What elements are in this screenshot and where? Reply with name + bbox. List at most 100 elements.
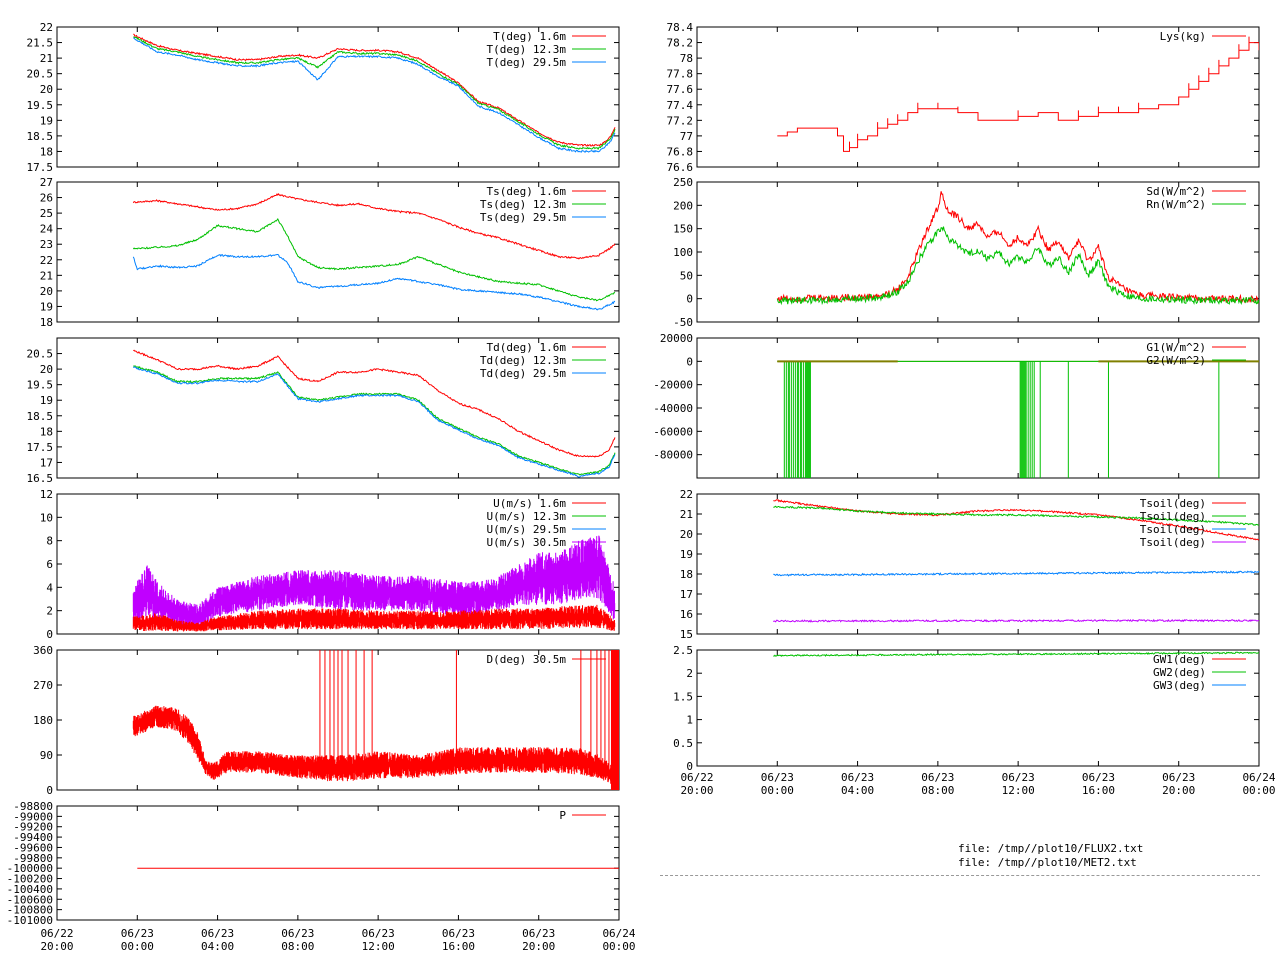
y-tick-label: 19 <box>40 114 53 127</box>
legend-label: Rn(W/m^2) <box>1146 198 1206 211</box>
x-tick-label: 00:00 <box>602 940 635 953</box>
y-tick-label: 20 <box>40 363 53 376</box>
y-tick-label: 15 <box>680 628 693 641</box>
y-tick-label: -100200 <box>7 873 53 886</box>
y-tick-label: 0 <box>46 784 53 797</box>
y-tick-label: 19 <box>40 300 53 313</box>
x-tick-label: 06/23 <box>1082 771 1115 784</box>
y-tick-label: 250 <box>673 176 693 189</box>
y-tick-label: 27 <box>40 176 53 189</box>
y-tick-label: -50 <box>673 316 693 329</box>
x-tick-label: 08:00 <box>281 940 314 953</box>
y-tick-label: 19.5 <box>27 99 54 112</box>
x-tick-label: 04:00 <box>201 940 234 953</box>
series-line <box>133 349 616 458</box>
plot-area <box>777 360 1259 478</box>
y-tick-label: -99400 <box>13 831 53 844</box>
y-tick-label: 1 <box>686 714 693 727</box>
x-tick-label: 00:00 <box>1242 784 1275 797</box>
y-tick-label: -99200 <box>13 821 53 834</box>
y-tick-label: 17.5 <box>27 441 54 454</box>
y-tick-label: 12 <box>40 488 53 501</box>
x-tick-label: 06/23 <box>921 771 954 784</box>
legend-label: D(deg) 30.5m <box>487 653 567 666</box>
y-tick-label: 18 <box>40 425 53 438</box>
y-tick-label: 23 <box>40 238 53 251</box>
series-line <box>133 33 616 147</box>
y-tick-label: 77 <box>680 130 693 143</box>
y-tick-label: 77.2 <box>667 114 694 127</box>
x-tick-label: 20:00 <box>1162 784 1195 797</box>
series-band <box>132 535 616 628</box>
y-tick-label: 76.8 <box>667 145 694 158</box>
y-tick-label: 180 <box>33 714 53 727</box>
y-tick-label: 19 <box>680 548 693 561</box>
y-tick-label: 100 <box>673 246 693 259</box>
y-tick-label: 4 <box>46 581 53 594</box>
plot-frame <box>56 26 620 168</box>
x-tick-label: 06/23 <box>442 927 475 940</box>
legend-label: U(m/s) 30.5m <box>487 536 567 549</box>
y-tick-label: 76.6 <box>667 161 694 174</box>
series-line <box>777 36 1259 152</box>
y-tick-label: 26 <box>40 192 53 205</box>
file-list: file: /tmp//plot10/FLUX2.txt file: /tmp/… <box>958 842 1143 870</box>
y-tick-label: 150 <box>673 223 693 236</box>
y-tick-label: 0 <box>686 293 693 306</box>
y-tick-label: -100800 <box>7 904 53 917</box>
y-tick-label: 8 <box>46 535 53 548</box>
series-line <box>133 366 616 478</box>
legend-label: Tsoil(deg) <box>1140 497 1206 510</box>
series-line <box>132 253 616 311</box>
series-line <box>132 218 616 302</box>
y-tick-label: -100400 <box>7 883 53 896</box>
x-tick-label: 16:00 <box>1082 784 1115 797</box>
footer-divider <box>660 875 1260 876</box>
panel-u: 0 2 4 6 8 10 12 U(m/s) 1.6mU(m/s) 12.3mU(m/s) 2… <box>40 488 620 641</box>
x-tick-label: 06/23 <box>201 927 234 940</box>
legend-label: Td(deg) 1.6m <box>487 341 567 354</box>
y-tick-label: 18.5 <box>27 410 54 423</box>
y-tick-label: 16 <box>680 608 693 621</box>
legend-label: Td(deg) 12.3m <box>480 354 566 367</box>
panel-t: 17.5 18 18.5 19 19.5 20 20.5 21 21.5 22 T(deg) 1.6… <box>27 21 620 174</box>
y-tick-label: 20000 <box>660 332 693 345</box>
x-tick-label: 04:00 <box>841 784 874 797</box>
y-tick-label: 22 <box>680 488 693 501</box>
plot-area <box>132 650 619 790</box>
panel-lys: 76.6 76.8 77 77.2 77.4 77.6 77.8 78 78.2 78.4 Lys(… <box>667 21 1260 174</box>
plot-area <box>773 651 1259 657</box>
x-tick-label: 06/23 <box>761 771 794 784</box>
y-tick-label: 18.5 <box>27 130 54 143</box>
x-tick-label: 20:00 <box>680 784 713 797</box>
legend-label: GW1(deg) <box>1153 653 1206 666</box>
x-tick-label: 06/24 <box>602 927 635 940</box>
legend-label: G1(W/m^2) <box>1146 341 1206 354</box>
y-tick-label: 21 <box>40 52 53 65</box>
x-tick-label: 06/23 <box>841 771 874 784</box>
panel-sd: -50 0 50 100 150 200 250 Sd(W/m^2)Rn(W/m^2) <box>673 176 1260 329</box>
y-tick-label: 10 <box>40 511 53 524</box>
legend-label: GW3(deg) <box>1153 679 1206 692</box>
x-tick-label: 20:00 <box>522 940 555 953</box>
y-tick-label: 6 <box>46 558 53 571</box>
y-tick-label: 77.8 <box>667 68 694 81</box>
y-tick-label: 77.6 <box>667 83 694 96</box>
plot-area <box>133 349 616 478</box>
legend-label: G2(W/m^2) <box>1146 354 1206 367</box>
y-tick-label: 17 <box>680 588 693 601</box>
legend-label: Tsoil(deg) <box>1140 510 1206 523</box>
x-tick-label: 06/23 <box>522 927 555 940</box>
file-label-flux: file: /tmp//plot10/FLUX2.txt <box>958 842 1144 855</box>
x-tick-label: 06/23 <box>121 927 154 940</box>
y-tick-label: 21 <box>680 508 693 521</box>
plot-frame <box>56 805 620 921</box>
y-tick-label: 77.4 <box>667 99 694 112</box>
x-tick-label: 06/23 <box>1162 771 1195 784</box>
y-tick-label: 24 <box>40 223 54 236</box>
x-tick-label: 06/23 <box>281 927 314 940</box>
file-label-met: file: /tmp//plot10/MET2.txt <box>958 856 1137 869</box>
x-tick-label: 08:00 <box>921 784 954 797</box>
y-tick-label: 360 <box>33 644 53 657</box>
